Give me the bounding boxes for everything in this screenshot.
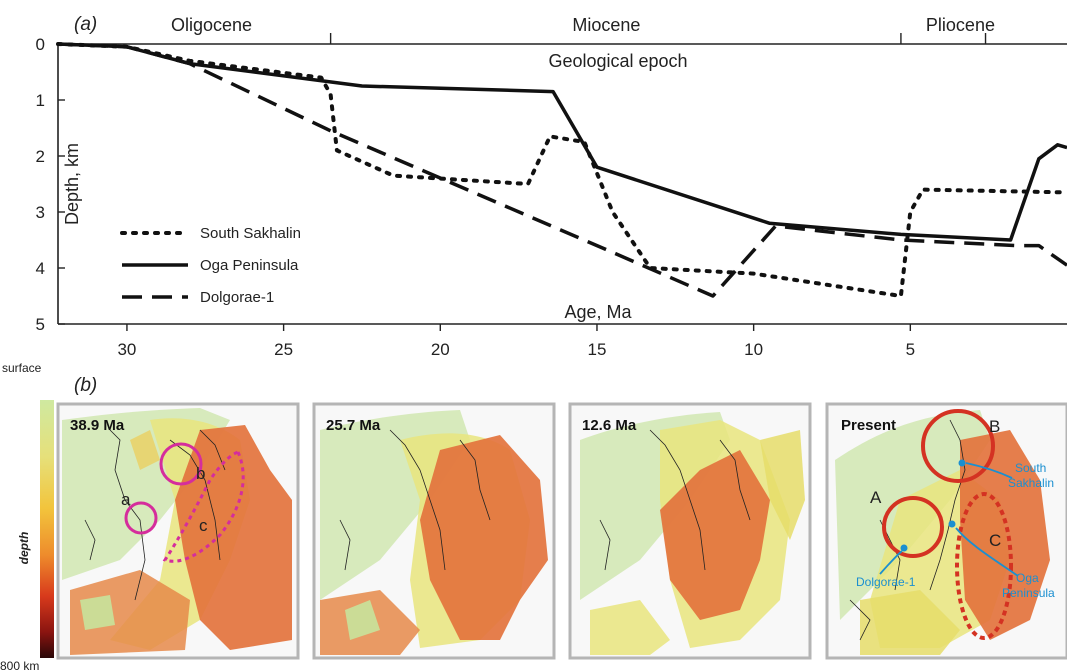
series-lines <box>56 42 1067 298</box>
circle-a <box>124 501 158 535</box>
map-panel-12-6-ma: 12.6 Ma <box>568 402 812 660</box>
circle-A-label: A <box>870 488 882 507</box>
panel-b-tag: (b) <box>74 375 97 396</box>
coastline <box>339 429 491 571</box>
epoch-label: Oligocene <box>171 15 252 35</box>
x-tick-label: 20 <box>431 340 450 359</box>
region-C-label: C <box>989 531 1001 550</box>
colorbar-gradient <box>40 400 54 658</box>
arrow-dolgorae-1 <box>879 550 903 575</box>
map-label-12-6-ma: 12.6 Ma <box>582 417 637 434</box>
x-tick-label: 15 <box>588 340 607 359</box>
coastline <box>599 429 751 571</box>
series-line-south-sakhalin <box>56 42 1067 298</box>
map-panels: (b) surface depth 800 km 38.9 Ma <box>0 361 1067 671</box>
x-ticks: 30 25 20 15 10 5 <box>117 324 915 359</box>
map-panel-present: Present A B C South Sakhalin Oga Peninsu… <box>825 402 1067 660</box>
epoch-axis-title: Geological epoch <box>548 51 687 71</box>
colorbar-bottom-label: 800 km <box>0 659 39 671</box>
y-tick-label: 4 <box>36 259 45 278</box>
slab-shapes <box>62 408 292 655</box>
line-chart: (a) 0 1 2 3 4 5 30 25 20 15 10 5 Oligocene Miocene P… <box>36 14 1067 359</box>
epoch-label: Miocene <box>572 15 640 35</box>
map-panel-25-7-ma: 25.7 Ma <box>312 402 556 660</box>
circle-B <box>921 409 995 483</box>
legend-label-dolgorae-1: Dolgorae-1 <box>200 289 274 306</box>
region-c-label: c <box>199 516 208 535</box>
panel-a-tag: (a) <box>74 14 97 35</box>
epoch-label: Pliocene <box>926 15 995 35</box>
x-tick-label: 10 <box>744 340 763 359</box>
map-label-25-7-ma: 25.7 Ma <box>326 417 381 434</box>
y-axis-title: Depth, km <box>62 143 82 225</box>
series-line-dolgorae-1 <box>57 42 1067 298</box>
x-tick-label: 5 <box>906 340 915 359</box>
legend-label-oga-peninsula: Oga Peninsula <box>200 257 299 274</box>
legend-label-south-sakhalin: South Sakhalin <box>200 225 301 242</box>
colorbar: surface depth 800 km <box>0 361 54 671</box>
x-tick-label: 30 <box>117 340 136 359</box>
site-label-south-sakhalin-2: Sakhalin <box>1008 476 1054 490</box>
map-label-38-9-ma: 38.9 Ma <box>70 417 125 434</box>
site-south-sakhalin <box>958 459 966 467</box>
y-ticks: 0 1 2 3 4 5 <box>36 35 65 334</box>
arrow-south-sakhalin <box>965 462 1013 479</box>
site-oga-peninsula <box>948 520 956 528</box>
circle-A <box>882 496 944 558</box>
slab-shapes <box>320 410 548 655</box>
site-dolgorae-1 <box>900 544 908 552</box>
site-label-oga-peninsula-1: Oga <box>1016 571 1039 585</box>
colorbar-top-label: surface <box>2 361 42 375</box>
region-c <box>162 450 245 563</box>
map-panel-38-9-ma: 38.9 Ma a b c <box>56 402 300 660</box>
y-tick-label: 1 <box>36 91 45 110</box>
region-C <box>955 492 1013 640</box>
site-label-oga-peninsula-2: Peninsula <box>1002 586 1055 600</box>
arrow-oga-peninsula <box>955 527 1019 577</box>
colorbar-title: depth <box>17 532 31 565</box>
legend: South Sakhalin Oga Peninsula Dolgorae-1 <box>120 225 301 306</box>
x-axis-title: Age, Ma <box>564 302 632 322</box>
epoch-axis: Oligocene Miocene Pliocene <box>171 15 995 44</box>
y-tick-label: 0 <box>36 35 45 54</box>
x-tick-label: 25 <box>274 340 293 359</box>
site-label-dolgorae-1: Dolgorae-1 <box>856 575 916 589</box>
y-tick-label: 5 <box>36 315 45 334</box>
site-label-south-sakhalin-1: South <box>1015 461 1046 475</box>
y-tick-label: 3 <box>36 203 45 222</box>
map-label-present: Present <box>841 417 896 434</box>
y-tick-label: 2 <box>36 147 45 166</box>
coastline <box>84 429 226 601</box>
circle-b <box>159 442 203 486</box>
circle-a-label: a <box>121 490 131 509</box>
circle-B-label: B <box>989 417 1000 436</box>
circle-b-label: b <box>196 464 205 483</box>
